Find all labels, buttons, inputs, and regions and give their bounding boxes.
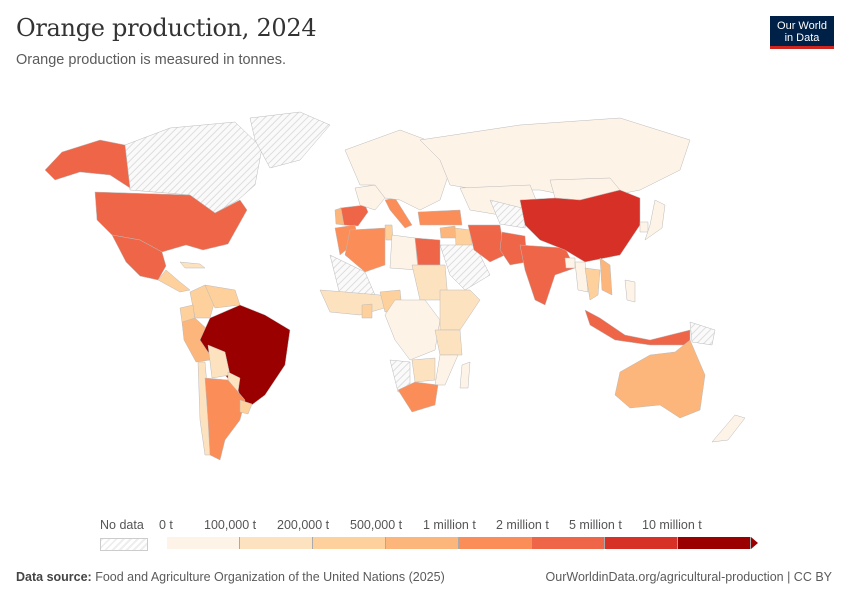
logo-line-2: in Data bbox=[784, 32, 820, 44]
legend-tick-label: 0 t bbox=[159, 518, 173, 532]
country-argentina[interactable] bbox=[204, 377, 246, 461]
legend-tick-label: 100,000 t bbox=[204, 518, 257, 532]
country-papua-new-guinea[interactable] bbox=[689, 321, 716, 346]
country-india[interactable] bbox=[519, 244, 576, 306]
legend-tick-label: 1 million t bbox=[423, 518, 476, 532]
country-thailand[interactable] bbox=[584, 267, 601, 301]
country-central-america[interactable] bbox=[157, 269, 191, 293]
legend-bin[interactable] bbox=[386, 537, 459, 549]
country-myanmar[interactable] bbox=[574, 261, 589, 293]
data-source: Data source: Food and Agriculture Organi… bbox=[16, 570, 445, 584]
legend-bin[interactable] bbox=[678, 537, 751, 549]
country-philippines[interactable] bbox=[624, 279, 636, 303]
country-zimbabwe[interactable] bbox=[411, 357, 436, 383]
legend-bin[interactable] bbox=[532, 537, 605, 549]
country-ghana[interactable] bbox=[361, 303, 373, 319]
legend-tick-label: 10 million t bbox=[642, 518, 702, 532]
world-map[interactable] bbox=[0, 90, 850, 510]
legend-tick-label: 200,000 t bbox=[277, 518, 330, 532]
country-tanzania[interactable] bbox=[434, 329, 463, 356]
country-south-korea[interactable] bbox=[639, 221, 649, 233]
country-portugal[interactable] bbox=[334, 207, 345, 226]
legend-bin[interactable] bbox=[313, 537, 386, 549]
logo-line-1: Our World bbox=[777, 20, 827, 32]
country-bangladesh[interactable] bbox=[564, 257, 576, 269]
country-cuba[interactable] bbox=[179, 261, 206, 269]
country-saudi-arabia[interactable] bbox=[439, 244, 491, 291]
country-indonesia[interactable] bbox=[584, 309, 691, 346]
country-france[interactable] bbox=[354, 184, 386, 211]
country-greenland[interactable] bbox=[249, 111, 331, 169]
country-central-africa[interactable] bbox=[384, 299, 441, 361]
legend-no-data-label: No data bbox=[100, 518, 144, 532]
country-central-asia[interactable] bbox=[489, 199, 531, 229]
source-label: Data source: bbox=[16, 570, 92, 584]
country-madagascar[interactable] bbox=[459, 361, 471, 389]
country-south-africa[interactable] bbox=[397, 381, 439, 413]
country-canada[interactable] bbox=[124, 121, 263, 214]
page-subtitle: Orange production is measured in tonnes. bbox=[16, 52, 287, 68]
footer-link[interactable]: OurWorldinData.org/agricultural-producti… bbox=[545, 570, 832, 584]
legend-tick-label: 2 million t bbox=[496, 518, 549, 532]
country-pakistan[interactable] bbox=[499, 231, 528, 266]
legend-bin[interactable] bbox=[605, 537, 678, 549]
country-mexico[interactable] bbox=[111, 234, 167, 281]
country-iran[interactable] bbox=[467, 224, 506, 263]
legend-arrow bbox=[751, 537, 758, 549]
country-china[interactable] bbox=[519, 189, 641, 263]
legend-no-data-swatch[interactable] bbox=[100, 538, 148, 551]
page-title: Orange production, 2024 bbox=[16, 14, 317, 42]
source-text: Food and Agriculture Organization of the… bbox=[95, 570, 445, 584]
country-east-africa[interactable] bbox=[439, 289, 481, 331]
country-egypt[interactable] bbox=[414, 237, 441, 266]
country-australia[interactable] bbox=[614, 339, 706, 419]
legend-bin[interactable] bbox=[459, 537, 532, 549]
country-spain[interactable] bbox=[339, 204, 369, 227]
country-uruguay[interactable] bbox=[239, 399, 253, 415]
country-alaska-united-states-[interactable] bbox=[44, 139, 131, 189]
legend-tick-label: 5 million t bbox=[569, 518, 622, 532]
legend-tick-label: 500,000 t bbox=[350, 518, 403, 532]
owid-logo[interactable]: Our World in Data bbox=[770, 16, 834, 49]
country-brazil[interactable] bbox=[199, 304, 291, 411]
country-algeria[interactable] bbox=[344, 227, 386, 273]
legend-bin[interactable] bbox=[167, 537, 240, 549]
country-syria[interactable] bbox=[439, 225, 457, 239]
country-new-zealand[interactable] bbox=[711, 414, 746, 443]
legend-bin[interactable] bbox=[240, 537, 313, 549]
country-vietnam[interactable] bbox=[599, 257, 613, 296]
country-japan[interactable] bbox=[644, 199, 666, 241]
country-turkey[interactable] bbox=[417, 209, 463, 226]
country-mozambique[interactable] bbox=[434, 354, 459, 386]
